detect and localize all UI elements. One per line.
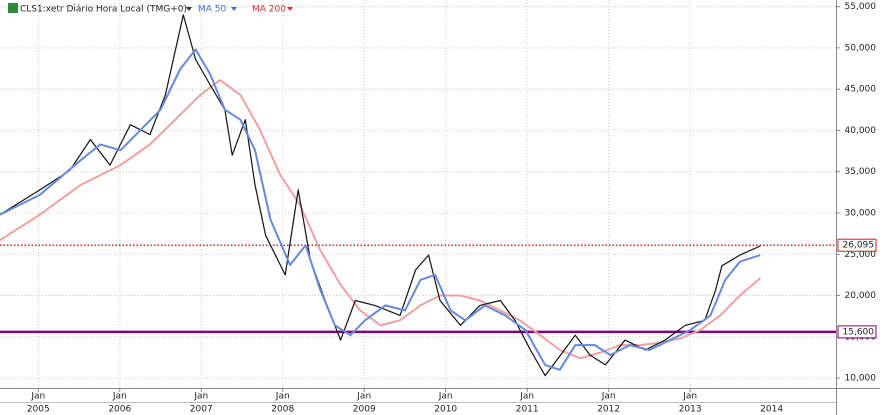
legend-arrow — [186, 7, 192, 11]
x-tick-label: Jan — [438, 392, 453, 402]
x-tick-label: Jan — [30, 392, 45, 402]
y-tick-label: 30,000 — [845, 208, 877, 218]
legend-label: CLS1:xetr Diário Hora Local (TMG+0) — [20, 5, 187, 15]
x-tick-label: Jan — [112, 392, 127, 402]
legend-arrow — [231, 7, 237, 11]
series-line — [0, 79, 761, 360]
year-label: 2006 — [108, 405, 131, 415]
reference-label: 15,600 — [843, 327, 875, 337]
reference-label-box — [837, 238, 877, 252]
plot-area — [0, 0, 836, 388]
x-tick-label: Jan — [275, 392, 290, 402]
series-line — [0, 48, 761, 371]
year-label: 2013 — [679, 405, 702, 415]
x-tick-label: Jan — [601, 392, 616, 402]
y-tick-label: 45,000 — [845, 85, 877, 95]
year-label: 2005 — [27, 405, 50, 415]
y-tick-label: 55,000 — [845, 2, 877, 12]
y-tick-label: 35,000 — [845, 167, 877, 177]
legend-label: MA 200 — [252, 5, 286, 15]
legend-arrow — [287, 7, 293, 11]
year-label: 2008 — [271, 405, 294, 415]
y-tick-label: 20,000 — [845, 291, 877, 301]
series-line — [0, 14, 761, 377]
year-label: 2012 — [597, 405, 620, 415]
y-tick-label: 40,000 — [845, 126, 877, 136]
x-tick-label: Jan — [356, 392, 371, 402]
x-tick-label: Jan — [193, 392, 208, 402]
legend: CLS1:xetr Diário Hora Local (TMG+0) MA 5… — [8, 3, 293, 15]
legend-label: MA 50 — [198, 5, 227, 15]
year-label: 2014 — [760, 405, 783, 415]
reference-label-box — [837, 325, 877, 339]
year-label: 2007 — [190, 405, 213, 415]
x-tick-label: Jan — [519, 392, 534, 402]
x-tick-label: Jan — [682, 392, 697, 402]
legend-icon — [8, 3, 18, 13]
year-label: 2011 — [516, 405, 539, 415]
y-tick-label: 10,000 — [845, 374, 877, 384]
year-label: 2009 — [353, 405, 376, 415]
y-tick-label: 50,000 — [845, 43, 877, 53]
reference-label: 26,095 — [843, 241, 875, 251]
year-label: 2010 — [434, 405, 457, 415]
y-tick-label: 25,000 — [845, 250, 877, 260]
